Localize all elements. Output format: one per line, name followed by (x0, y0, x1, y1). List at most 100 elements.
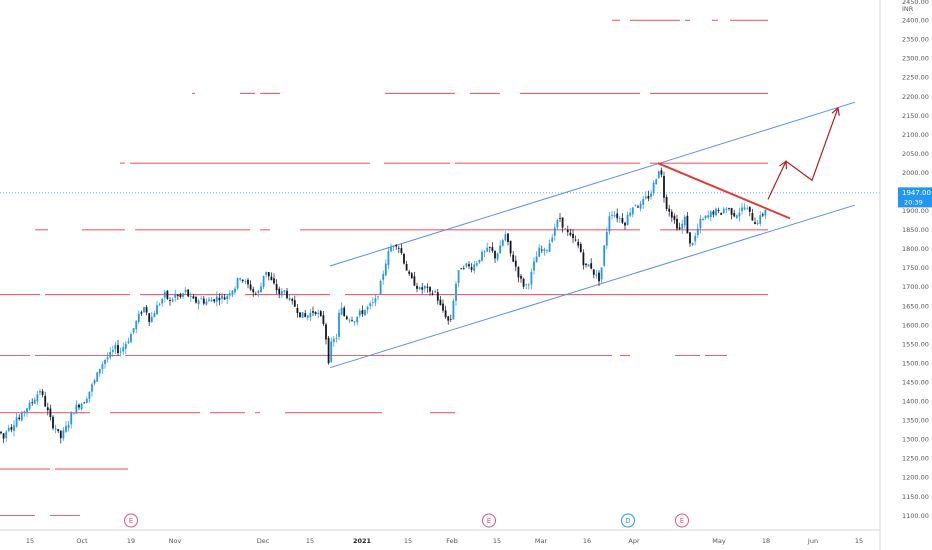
candle-body (291, 298, 294, 301)
candle-58 (150, 311, 153, 323)
candle-body (390, 247, 392, 252)
candle-250 (650, 189, 652, 200)
event-marker-E-1[interactable]: E (482, 513, 496, 528)
candle-body (252, 289, 255, 293)
time-axis[interactable]: 15 Oct 19 Nov Dec 15 2021 15 Feb 15 Mar 16 Apr May 18 J… (26, 537, 863, 545)
candle-body (80, 403, 83, 410)
candle-69 (179, 292, 182, 299)
candle-222 (577, 238, 580, 249)
candle-body (470, 267, 473, 270)
candle-body (447, 316, 450, 321)
candle-199 (517, 266, 520, 283)
y-tick-1450.00: 1450.00 (902, 378, 929, 386)
candle-body (722, 208, 725, 214)
trend-channel (329, 101, 856, 369)
candle-body (143, 307, 145, 313)
candle-body (98, 368, 101, 374)
candle-body (184, 290, 187, 293)
y-tick-1200.00: 1200.00 (902, 474, 929, 482)
candle-235 (611, 210, 613, 220)
candle-body (88, 391, 91, 399)
candle-body (231, 290, 234, 296)
candle-body (587, 264, 590, 267)
candle-174 (452, 298, 455, 321)
candle-body (374, 298, 377, 303)
event-marker-E-0[interactable]: E (124, 513, 138, 528)
candle-213 (553, 223, 556, 241)
candle-25 (65, 421, 67, 434)
candle-176 (457, 270, 460, 288)
candle-21 (54, 424, 57, 434)
y-tick-1400.00: 1400.00 (902, 398, 929, 406)
channel-upper-line (329, 101, 856, 267)
candle-body (725, 208, 728, 210)
candle-body (709, 211, 712, 218)
candle-body (652, 182, 655, 193)
candle-body (530, 271, 533, 285)
candle-95 (247, 277, 249, 289)
candle-225 (585, 263, 587, 268)
y-tick-2300.00: 2300.00 (902, 55, 929, 63)
candle-59 (153, 310, 156, 318)
candle-43 (111, 345, 114, 357)
candle-body (546, 249, 548, 251)
candle-body (109, 352, 112, 358)
price-axis[interactable]: 1100.00 1150.00 1200.00 1250.00 1300.00 1350.… (902, 0, 929, 520)
event-marker-D-2[interactable]: D (621, 513, 635, 528)
y-tick-1100.00: 1100.00 (902, 512, 929, 520)
candle-263 (683, 214, 686, 229)
candle-221 (574, 235, 577, 242)
candle-body (387, 251, 390, 266)
candle-body (78, 404, 80, 408)
candle-body (67, 424, 70, 428)
candle-body (626, 214, 629, 226)
candle-39 (101, 361, 104, 374)
candle-180 (468, 261, 470, 269)
candle-body (200, 298, 203, 300)
candle-body (590, 263, 593, 269)
candle-body (473, 264, 476, 271)
candle-80 (208, 296, 210, 302)
y-tick-1600.00: 1600.00 (902, 321, 929, 329)
candle-266 (691, 242, 694, 247)
candle-body (478, 259, 481, 263)
candle-body (351, 320, 353, 322)
candle-body (15, 417, 18, 427)
candle-body (720, 212, 723, 215)
candle-body (663, 175, 665, 198)
candle-75 (195, 295, 197, 304)
candle-87 (226, 294, 229, 305)
candle-body (171, 299, 174, 302)
candle-242 (629, 208, 632, 218)
candle-body (689, 232, 691, 244)
candle-206 (535, 251, 538, 263)
candle-body (215, 296, 218, 302)
candle-body (499, 245, 502, 254)
y-tick-2150.00: 2150.00 (902, 112, 929, 120)
candle-body (304, 313, 307, 317)
candle-body (195, 296, 197, 303)
candle-body (452, 300, 455, 320)
candle-238 (618, 216, 621, 224)
candle-body (174, 293, 177, 298)
candle-149 (387, 247, 390, 270)
candle-48 (124, 341, 127, 355)
candle-37 (96, 371, 99, 383)
candle-body (57, 429, 60, 432)
x-tick-Feb-8: Feb (446, 537, 458, 545)
candle-30 (78, 403, 80, 411)
candle-body (676, 218, 678, 229)
candle-216 (561, 217, 564, 233)
candle-body (7, 427, 10, 431)
candle-body (254, 293, 257, 295)
candle-161 (418, 286, 421, 291)
candle-84 (218, 293, 221, 306)
candle-138 (358, 308, 361, 319)
candle-body (738, 212, 741, 217)
candle-251 (652, 180, 655, 196)
candle-126 (327, 336, 330, 365)
event-marker-E-3[interactable]: E (675, 513, 689, 528)
candle-body (527, 284, 530, 286)
